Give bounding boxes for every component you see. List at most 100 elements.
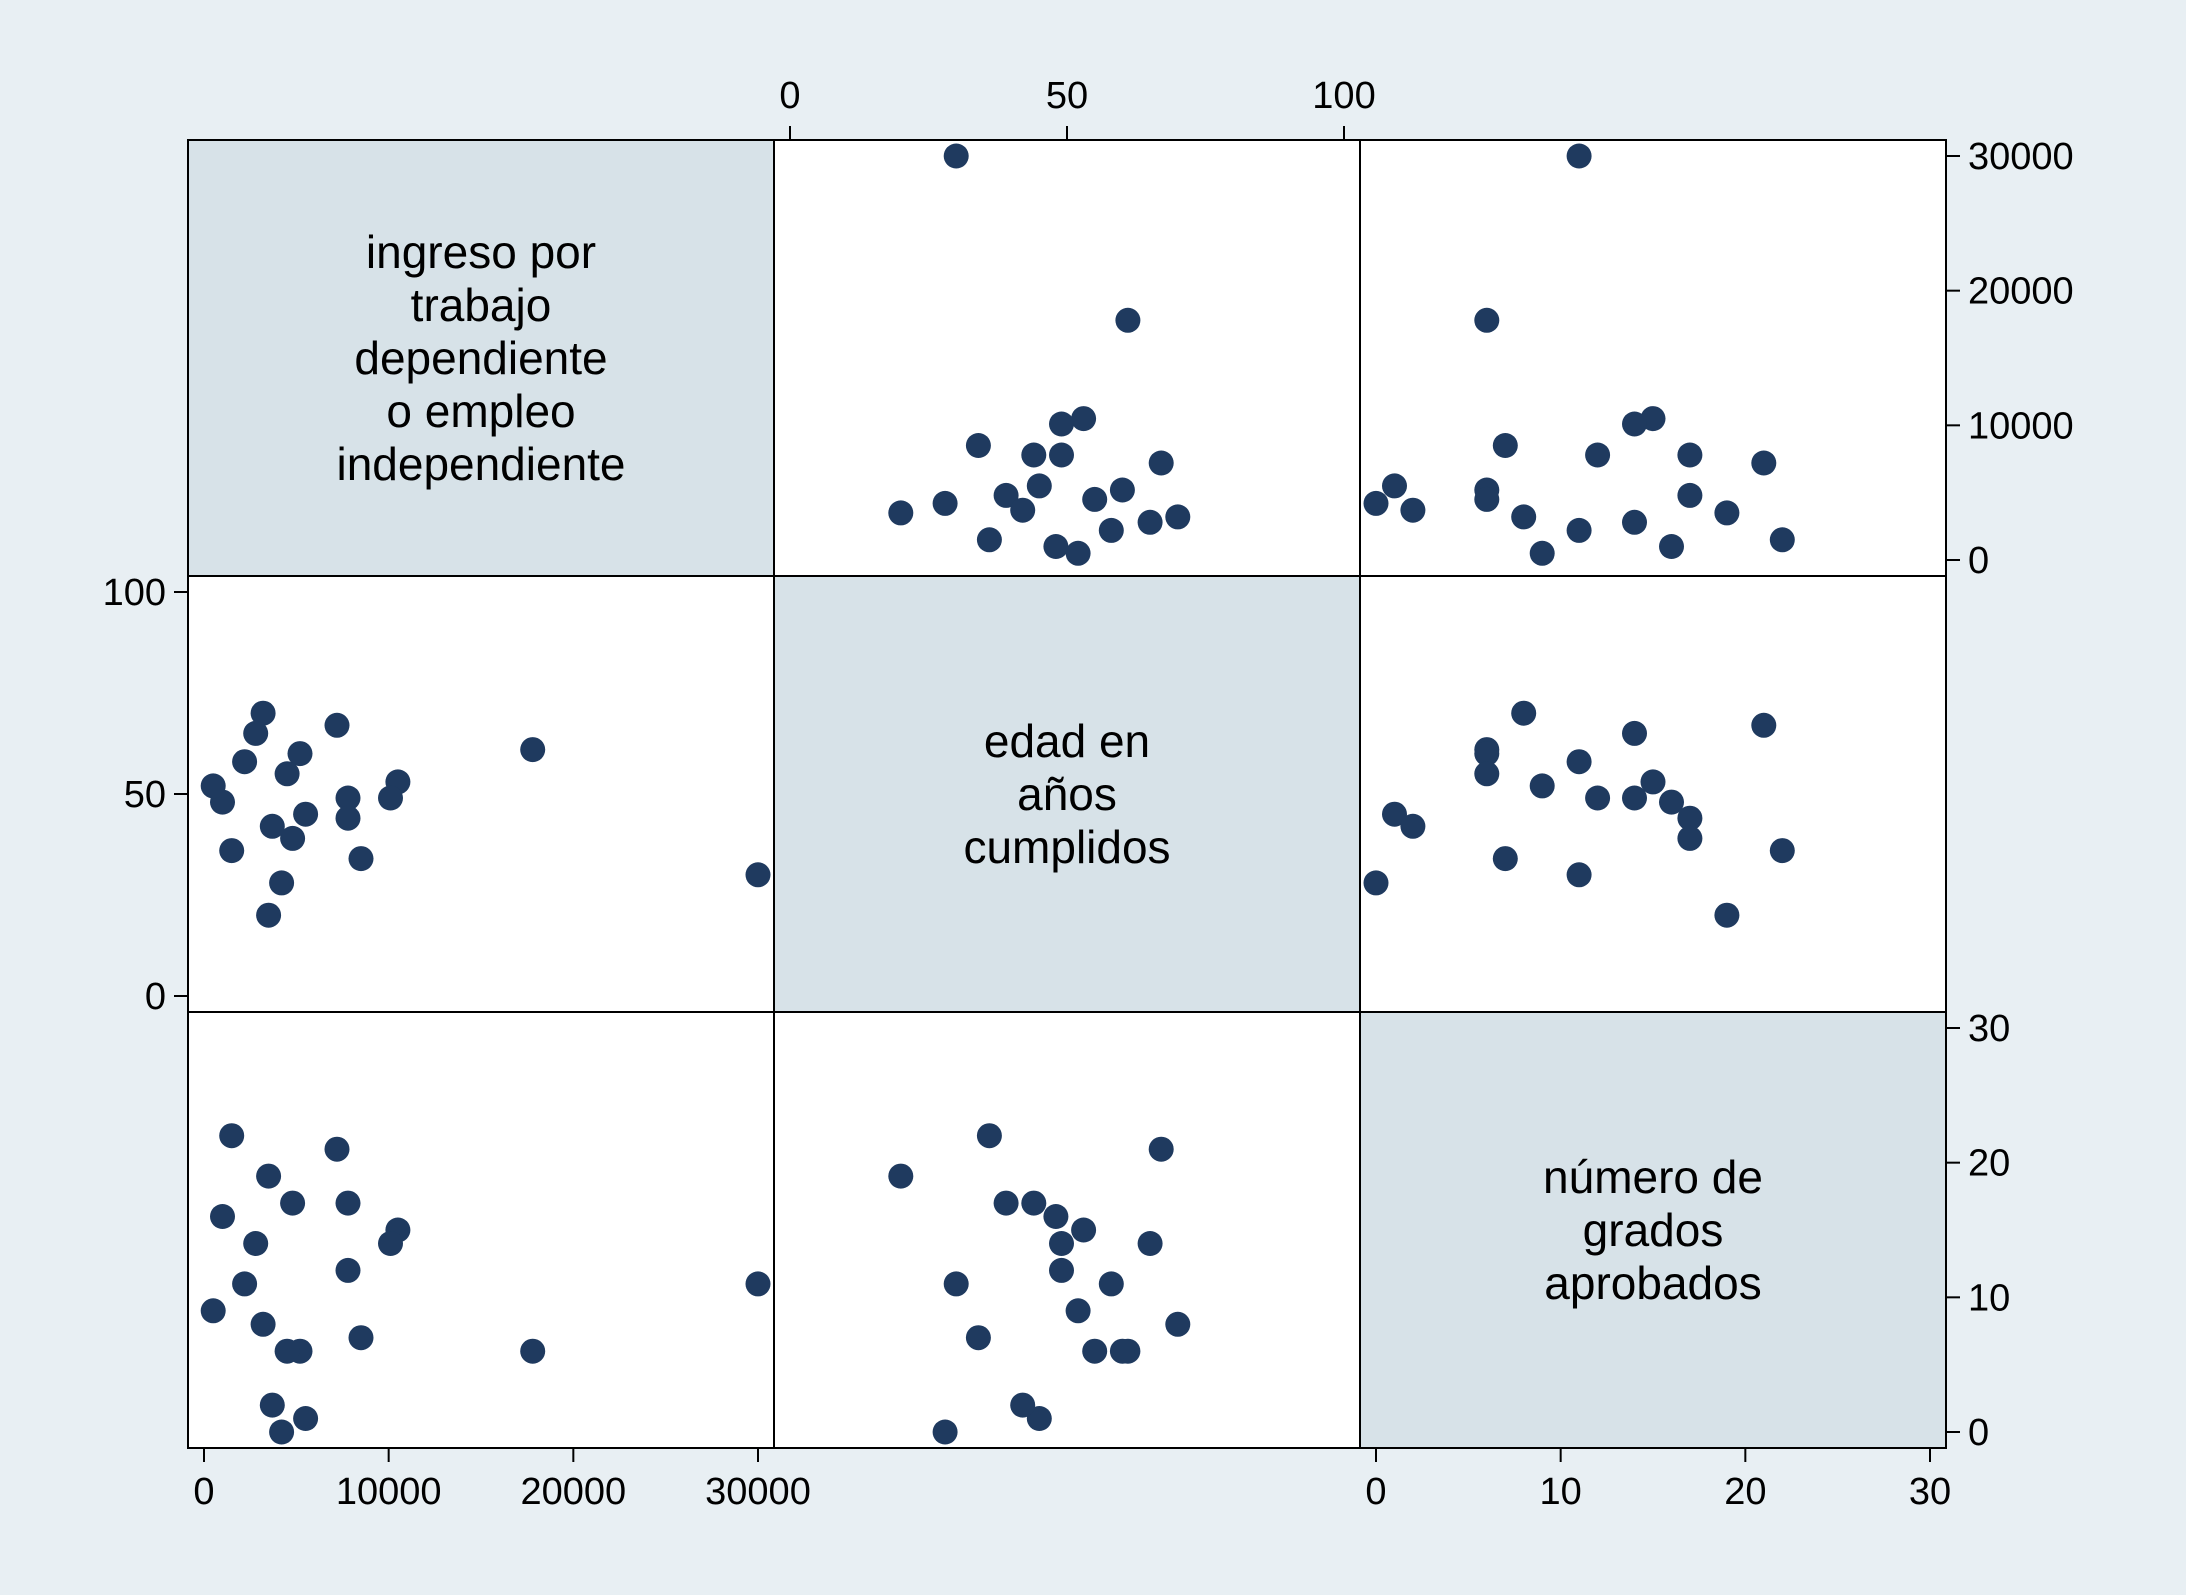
y-tick-label-ingreso-30000: 30000	[1968, 136, 2074, 178]
point-16-grados-vs-edad	[1137, 1231, 1163, 1256]
point-15-ingreso-vs-grados	[1511, 504, 1537, 530]
cells-layer	[187, 139, 1947, 1449]
plot-cell-ingreso-vs-edad	[773, 139, 1361, 577]
point-3-ingreso-vs-grados	[1622, 411, 1647, 437]
point-11-ingreso-vs-edad	[1082, 486, 1108, 512]
point-8-edad-vs-ingreso	[293, 801, 319, 827]
variable-label-grados-line-0: número de	[1543, 1151, 1763, 1203]
point-19-grados-vs-edad	[1043, 1204, 1069, 1229]
point-14-ingreso-vs-edad	[888, 500, 914, 526]
point-0-edad-vs-grados	[1566, 862, 1592, 888]
y-tick-label-grados-20: 20	[1968, 1143, 2010, 1185]
x-tick-label-grados-10: 10	[1540, 1471, 1582, 1513]
variable-label-edad-line-0: edad en	[984, 715, 1150, 767]
point-14-grados-vs-edad	[888, 1163, 914, 1189]
point-12-ingreso-vs-grados	[1363, 490, 1389, 516]
variable-label-grados-line-1: grados	[1583, 1204, 1724, 1256]
point-8-edad-vs-grados	[1382, 801, 1407, 827]
diagonal-cell-grados	[1359, 1011, 1947, 1449]
point-5-edad-vs-ingreso	[335, 785, 361, 811]
point-18-grados-vs-ingreso	[219, 1123, 245, 1149]
point-5-ingreso-vs-grados	[1585, 442, 1611, 468]
point-17-ingreso-vs-grados	[1566, 517, 1592, 543]
point-19-edad-vs-grados	[1659, 789, 1684, 815]
x-tick-label-grados-20: 20	[1724, 1471, 1766, 1513]
point-9-grados-vs-edad	[1109, 1338, 1135, 1364]
point-18-edad-vs-ingreso	[219, 838, 245, 864]
point-9-ingreso-vs-edad	[1109, 477, 1135, 503]
point-6-grados-vs-ingreso	[335, 1190, 361, 1216]
point-1-grados-vs-ingreso	[520, 1338, 546, 1364]
point-0-grados-vs-ingreso	[745, 1271, 771, 1297]
point-3-edad-vs-ingreso	[378, 785, 403, 811]
point-8-ingreso-vs-grados	[1382, 473, 1407, 499]
y-tick-label-ingreso-20000: 20000	[1968, 271, 2074, 313]
point-12-ingreso-vs-edad	[932, 490, 958, 516]
point-17-ingreso-vs-edad	[1098, 517, 1124, 543]
y-tick-label-edad-50: 50	[124, 774, 166, 816]
plot-cell-grados-vs-edad	[773, 1011, 1361, 1449]
variable-label-grados-line-2: aprobados	[1544, 1257, 1761, 1309]
x-tick-label-edad-50: 50	[1046, 75, 1088, 117]
plot-cell-ingreso-vs-grados	[1359, 139, 1947, 577]
y-tick-label-grados-0: 0	[1968, 1412, 1989, 1454]
point-13-ingreso-vs-edad	[1010, 497, 1036, 523]
x-tick-label-grados-30: 30	[1909, 1471, 1951, 1513]
point-17-grados-vs-edad	[1098, 1271, 1124, 1297]
point-9-edad-vs-grados	[1474, 741, 1500, 767]
point-13-edad-vs-grados	[1400, 813, 1426, 839]
point-1-ingreso-vs-edad	[1115, 307, 1141, 333]
point-4-edad-vs-grados	[1492, 846, 1518, 872]
point-13-grados-vs-edad	[1010, 1392, 1036, 1418]
point-2-ingreso-vs-edad	[1071, 406, 1097, 432]
point-11-grados-vs-ingreso	[274, 1338, 300, 1364]
point-4-edad-vs-ingreso	[348, 846, 374, 872]
point-7-ingreso-vs-grados	[1751, 450, 1777, 476]
variable-label-ingreso-line-3: o empleo	[386, 385, 575, 437]
y-tick-label-grados-30: 30	[1968, 1008, 2010, 1050]
x-tick-label-ingreso-30000: 30000	[705, 1471, 811, 1513]
point-0-edad-vs-ingreso	[745, 862, 771, 888]
point-6-ingreso-vs-grados	[1677, 442, 1703, 468]
point-11-ingreso-vs-grados	[1474, 486, 1500, 512]
point-10-edad-vs-ingreso	[280, 825, 306, 851]
variable-label-ingreso-line-1: trabajo	[411, 279, 552, 331]
point-20-ingreso-vs-edad	[1065, 540, 1091, 566]
point-7-grados-vs-ingreso	[324, 1136, 350, 1162]
point-14-edad-vs-ingreso	[256, 902, 282, 928]
x-tick-label-edad-0: 0	[779, 75, 800, 117]
point-3-grados-vs-edad	[1049, 1231, 1074, 1256]
point-4-ingreso-vs-grados	[1492, 433, 1518, 458]
point-8-ingreso-vs-edad	[1026, 473, 1052, 499]
point-19-ingreso-vs-grados	[1659, 534, 1684, 559]
y-tick-label-ingreso-0: 0	[1968, 540, 1989, 582]
variable-label-ingreso-line-4: independiente	[336, 438, 625, 490]
diagonal-cell-ingreso	[187, 139, 775, 577]
point-15-edad-vs-ingreso	[250, 700, 276, 726]
point-7-grados-vs-edad	[1148, 1136, 1174, 1162]
point-14-edad-vs-grados	[1714, 902, 1740, 928]
point-16-edad-vs-ingreso	[243, 720, 269, 746]
x-tick-label-edad-100: 100	[1312, 75, 1375, 117]
point-9-edad-vs-ingreso	[287, 741, 313, 767]
point-18-ingreso-vs-edad	[976, 527, 1002, 553]
point-20-ingreso-vs-grados	[1529, 540, 1555, 566]
point-13-ingreso-vs-grados	[1400, 497, 1426, 523]
point-5-grados-vs-edad	[1049, 1257, 1074, 1283]
variable-label-ingreso-line-0: ingreso por	[366, 226, 596, 278]
point-14-ingreso-vs-grados	[1714, 500, 1740, 526]
point-6-grados-vs-edad	[1021, 1190, 1047, 1216]
point-2-grados-vs-edad	[1071, 1217, 1097, 1243]
point-11-edad-vs-ingreso	[274, 761, 300, 787]
y-tick-label-ingreso-10000: 10000	[1968, 405, 2074, 447]
point-1-ingreso-vs-grados	[1474, 307, 1500, 333]
point-7-ingreso-vs-edad	[1148, 450, 1174, 476]
point-20-edad-vs-grados	[1529, 773, 1555, 799]
point-6-ingreso-vs-edad	[1021, 442, 1047, 468]
point-11-grados-vs-edad	[1082, 1338, 1108, 1364]
plot-cell-edad-vs-ingreso	[187, 575, 775, 1013]
y-tick-label-edad-0: 0	[145, 976, 166, 1018]
point-16-ingreso-vs-edad	[1137, 509, 1163, 535]
